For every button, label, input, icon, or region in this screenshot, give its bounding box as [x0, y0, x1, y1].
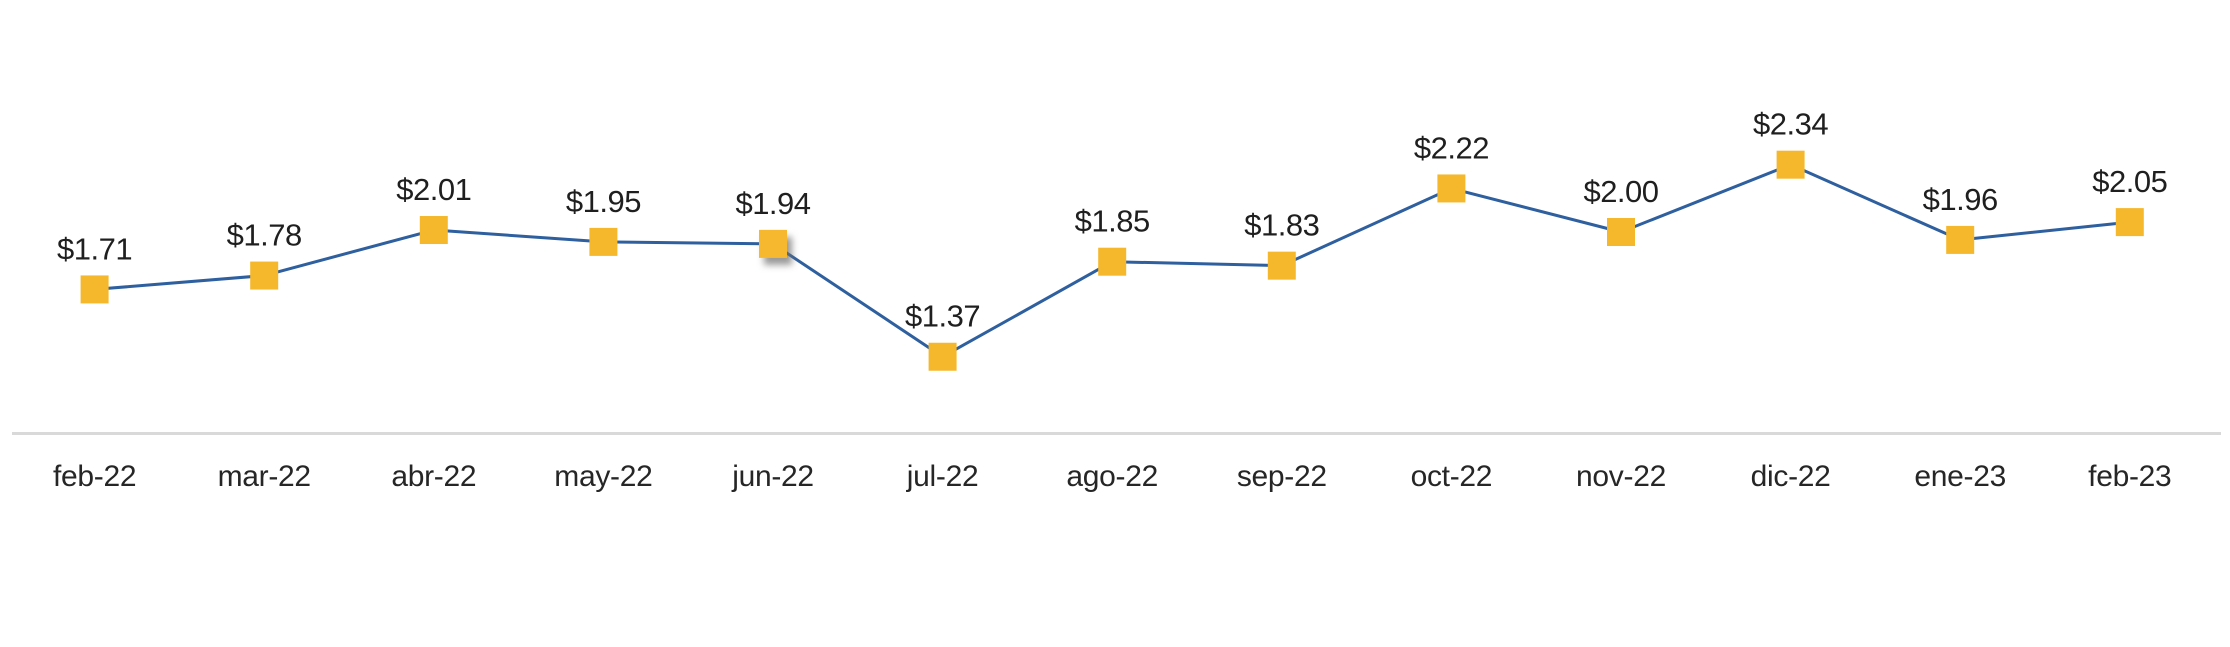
- data-label: $2.01: [396, 172, 471, 207]
- data-label: $2.34: [1753, 107, 1828, 142]
- x-axis-label: ene-23: [1914, 460, 2006, 493]
- data-label: $1.85: [1075, 204, 1150, 239]
- data-label: $2.22: [1414, 130, 1489, 165]
- data-point-marker-may-22[interactable]: [589, 227, 618, 256]
- x-axis-label: dic-22: [1751, 460, 1831, 493]
- data-label: $1.94: [735, 186, 810, 221]
- data-label: $1.96: [1923, 182, 1998, 217]
- data-point-marker-feb-22[interactable]: [80, 275, 109, 304]
- data-point-marker-nov-22[interactable]: [1607, 218, 1635, 246]
- data-point-marker-jun-22[interactable]: [759, 229, 787, 258]
- x-axis-label: oct-22: [1411, 460, 1493, 493]
- x-axis-label: feb-22: [53, 460, 136, 493]
- data-point-marker-abr-22[interactable]: [419, 216, 448, 245]
- data-point-marker-dic-22[interactable]: [1776, 150, 1805, 179]
- data-point-marker-sep-22[interactable]: [1267, 251, 1296, 280]
- x-axis-label: jul-22: [906, 460, 979, 493]
- data-point-marker-jul-22[interactable]: [928, 342, 957, 371]
- data-label: $2.00: [1583, 174, 1658, 209]
- x-axis-label: ago-22: [1066, 460, 1158, 493]
- data-point-marker-ago-22[interactable]: [1098, 247, 1127, 276]
- x-axis-label: nov-22: [1576, 460, 1666, 493]
- data-label: $2.05: [2092, 164, 2167, 199]
- data-point-marker-oct-22[interactable]: [1437, 174, 1466, 203]
- data-point-marker-mar-22[interactable]: [250, 261, 279, 290]
- data-label: $1.83: [1244, 208, 1319, 243]
- x-axis-label: sep-22: [1237, 460, 1327, 493]
- data-label: $1.95: [566, 184, 641, 219]
- data-label: $1.37: [905, 299, 980, 334]
- x-axis-label: mar-22: [218, 460, 311, 493]
- data-label: $1.78: [227, 218, 302, 253]
- x-axis-label: may-22: [554, 460, 652, 493]
- x-axis-label: abr-22: [391, 460, 476, 493]
- data-point-marker-ene-23[interactable]: [1946, 225, 1975, 254]
- data-label: $1.71: [57, 231, 132, 266]
- x-axis-label: feb-23: [2088, 460, 2171, 493]
- x-axis-label: jun-22: [731, 460, 814, 493]
- data-point-marker-feb-23[interactable]: [2115, 208, 2144, 237]
